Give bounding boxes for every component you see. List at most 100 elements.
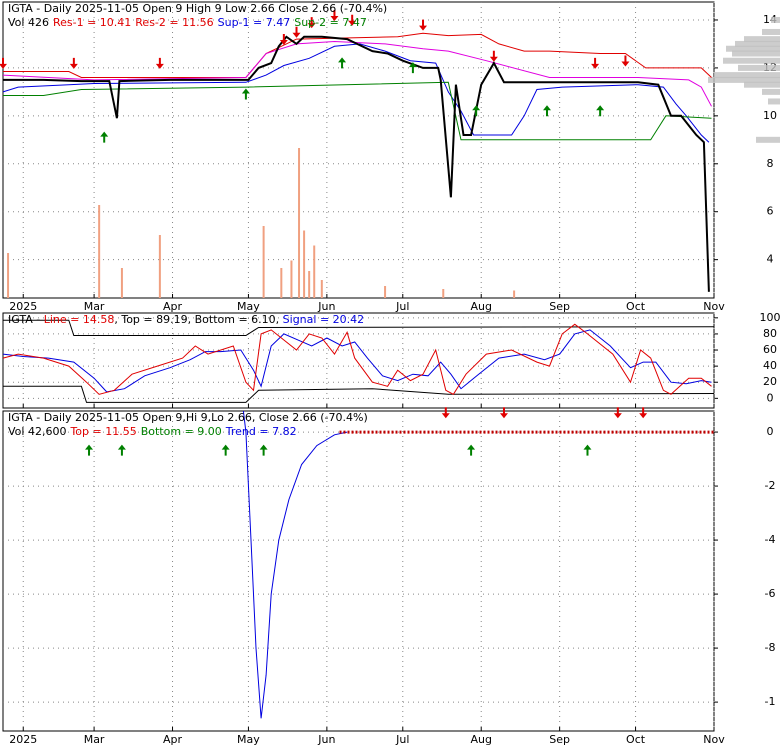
y-tick-label: 10 [763, 109, 777, 122]
legend-item: IGTA - [8, 313, 44, 326]
legend-item: Res-2 = 11.56 [135, 16, 213, 29]
x-tick-label: Apr [163, 300, 183, 313]
series-line [3, 32, 712, 78]
chart-header: IGTA - Daily 2025-11-05 Open 9,Hi 9,Lo 2… [8, 411, 368, 424]
sell-arrow [307, 17, 316, 29]
volume-profile-bar [714, 72, 780, 79]
volume-bar [513, 290, 516, 298]
volume-bar [290, 260, 293, 298]
y-tick-label: -2 [765, 479, 776, 492]
legend-item: Res-1 = 10.41 [53, 16, 131, 29]
series-line [2, 323, 712, 395]
volume-profile-bar [723, 57, 780, 64]
x-tick-label: Sep [549, 733, 570, 745]
buy-arrow [408, 62, 417, 74]
x-tick-label: Nov [703, 300, 725, 313]
chart-header: IGTA - Daily 2025-11-05 Open 9 High 9 Lo… [8, 2, 387, 15]
volume-profile-bar [708, 76, 780, 83]
sell-arrow [419, 19, 428, 31]
volume-bar [384, 286, 387, 298]
panel-frame [2, 312, 715, 409]
legend: IGTA - Line = 14.58, Top = 89.19, Bottom… [8, 313, 364, 326]
legend: Vol 42,600 Top = 11.55 Bottom = 9.00 Trend … [8, 425, 297, 438]
x-tick-label: Sep [549, 300, 570, 313]
legend-item: Vol 42,600 [8, 425, 66, 438]
volume-profile-bar [762, 88, 780, 95]
y-tick-label: -6 [765, 587, 776, 600]
buy-arrow [85, 444, 94, 456]
legend-item: Top = 11.55 [69, 425, 136, 438]
volume-profile-bar [744, 36, 780, 43]
sell-arrow [348, 14, 357, 26]
x-tick-label: Jun [317, 300, 335, 313]
y-tick-label: 80 [763, 327, 777, 340]
x-tick-label: 2025 [9, 733, 37, 745]
series-line [3, 319, 715, 336]
sell-arrow [613, 407, 622, 419]
buy-arrow [117, 444, 126, 456]
legend: Vol 426 Res-1 = 10.41 Res-2 = 11.56 Sup-1 =… [8, 16, 367, 29]
sell-arrow [0, 57, 7, 69]
y-tick-label: 6 [767, 205, 774, 218]
y-tick-label: 60 [763, 343, 777, 356]
sell-arrow [639, 407, 648, 419]
panel-frame [2, 1, 715, 299]
volume-bar [7, 253, 10, 298]
y-tick-label: 100 [760, 311, 780, 324]
sell-arrow [292, 26, 301, 38]
volume-bar [313, 245, 316, 298]
volume-profile-bar [726, 45, 780, 52]
sell-arrow [69, 57, 78, 69]
legend-item: Sup-1 = 7.47 [218, 16, 291, 29]
x-tick-label: Aug [470, 733, 491, 745]
x-tick-label: Apr [163, 733, 183, 745]
volume-profile-bar [771, 16, 780, 23]
x-tick-label: Jun [317, 733, 335, 745]
x-tick-label: Jul [395, 300, 409, 313]
volume-profile-bar [756, 136, 780, 143]
y-tick-label: 0 [767, 425, 774, 438]
y-tick-label: 8 [767, 157, 774, 170]
series-line [3, 35, 710, 292]
legend-item: Sup-2 = 7.47 [294, 16, 367, 29]
buy-arrow [338, 57, 347, 69]
legend-item: Trend = 7.82 [225, 425, 297, 438]
volume-bar [298, 148, 301, 298]
sell-arrow [330, 9, 339, 21]
x-tick-label: Mar [84, 300, 105, 313]
x-tick-label: Nov [703, 733, 725, 745]
series-line [2, 40, 712, 107]
sell-arrow [489, 50, 498, 62]
volume-profile-bar [744, 81, 780, 88]
volume-bar [158, 235, 161, 298]
series-line [2, 43, 710, 143]
sell-arrow [279, 33, 288, 45]
buy-arrow [467, 444, 476, 456]
buy-arrow [221, 444, 230, 456]
x-tick-label: May [237, 300, 260, 313]
y-tick-label: 4 [767, 253, 774, 266]
volume-profile-bar [738, 64, 780, 71]
volume-bar [120, 268, 123, 298]
series-line [3, 81, 712, 141]
x-tick-label: Oct [626, 733, 646, 745]
buy-arrow [543, 105, 552, 117]
legend-item: , Top = 89.19, Bottom = 6.10, [114, 313, 282, 326]
legend-item: Line = 14.58 [44, 313, 115, 326]
sell-arrow [499, 407, 508, 419]
sell-arrow [621, 55, 630, 67]
y-tick-label: 0 [767, 391, 774, 404]
y-tick-label: -4 [765, 533, 776, 546]
x-tick-label: Mar [84, 733, 105, 745]
buy-arrow [241, 88, 250, 100]
buy-arrow [583, 444, 592, 456]
sell-arrow [155, 57, 164, 69]
volume-bar [98, 205, 101, 298]
y-tick-label: 20 [763, 375, 777, 388]
y-tick-label: -1 [765, 695, 776, 708]
x-tick-label: Oct [626, 300, 646, 313]
legend-item: Bottom = 9.00 [141, 425, 222, 438]
volume-bar [303, 230, 306, 298]
buy-arrow [472, 105, 481, 117]
